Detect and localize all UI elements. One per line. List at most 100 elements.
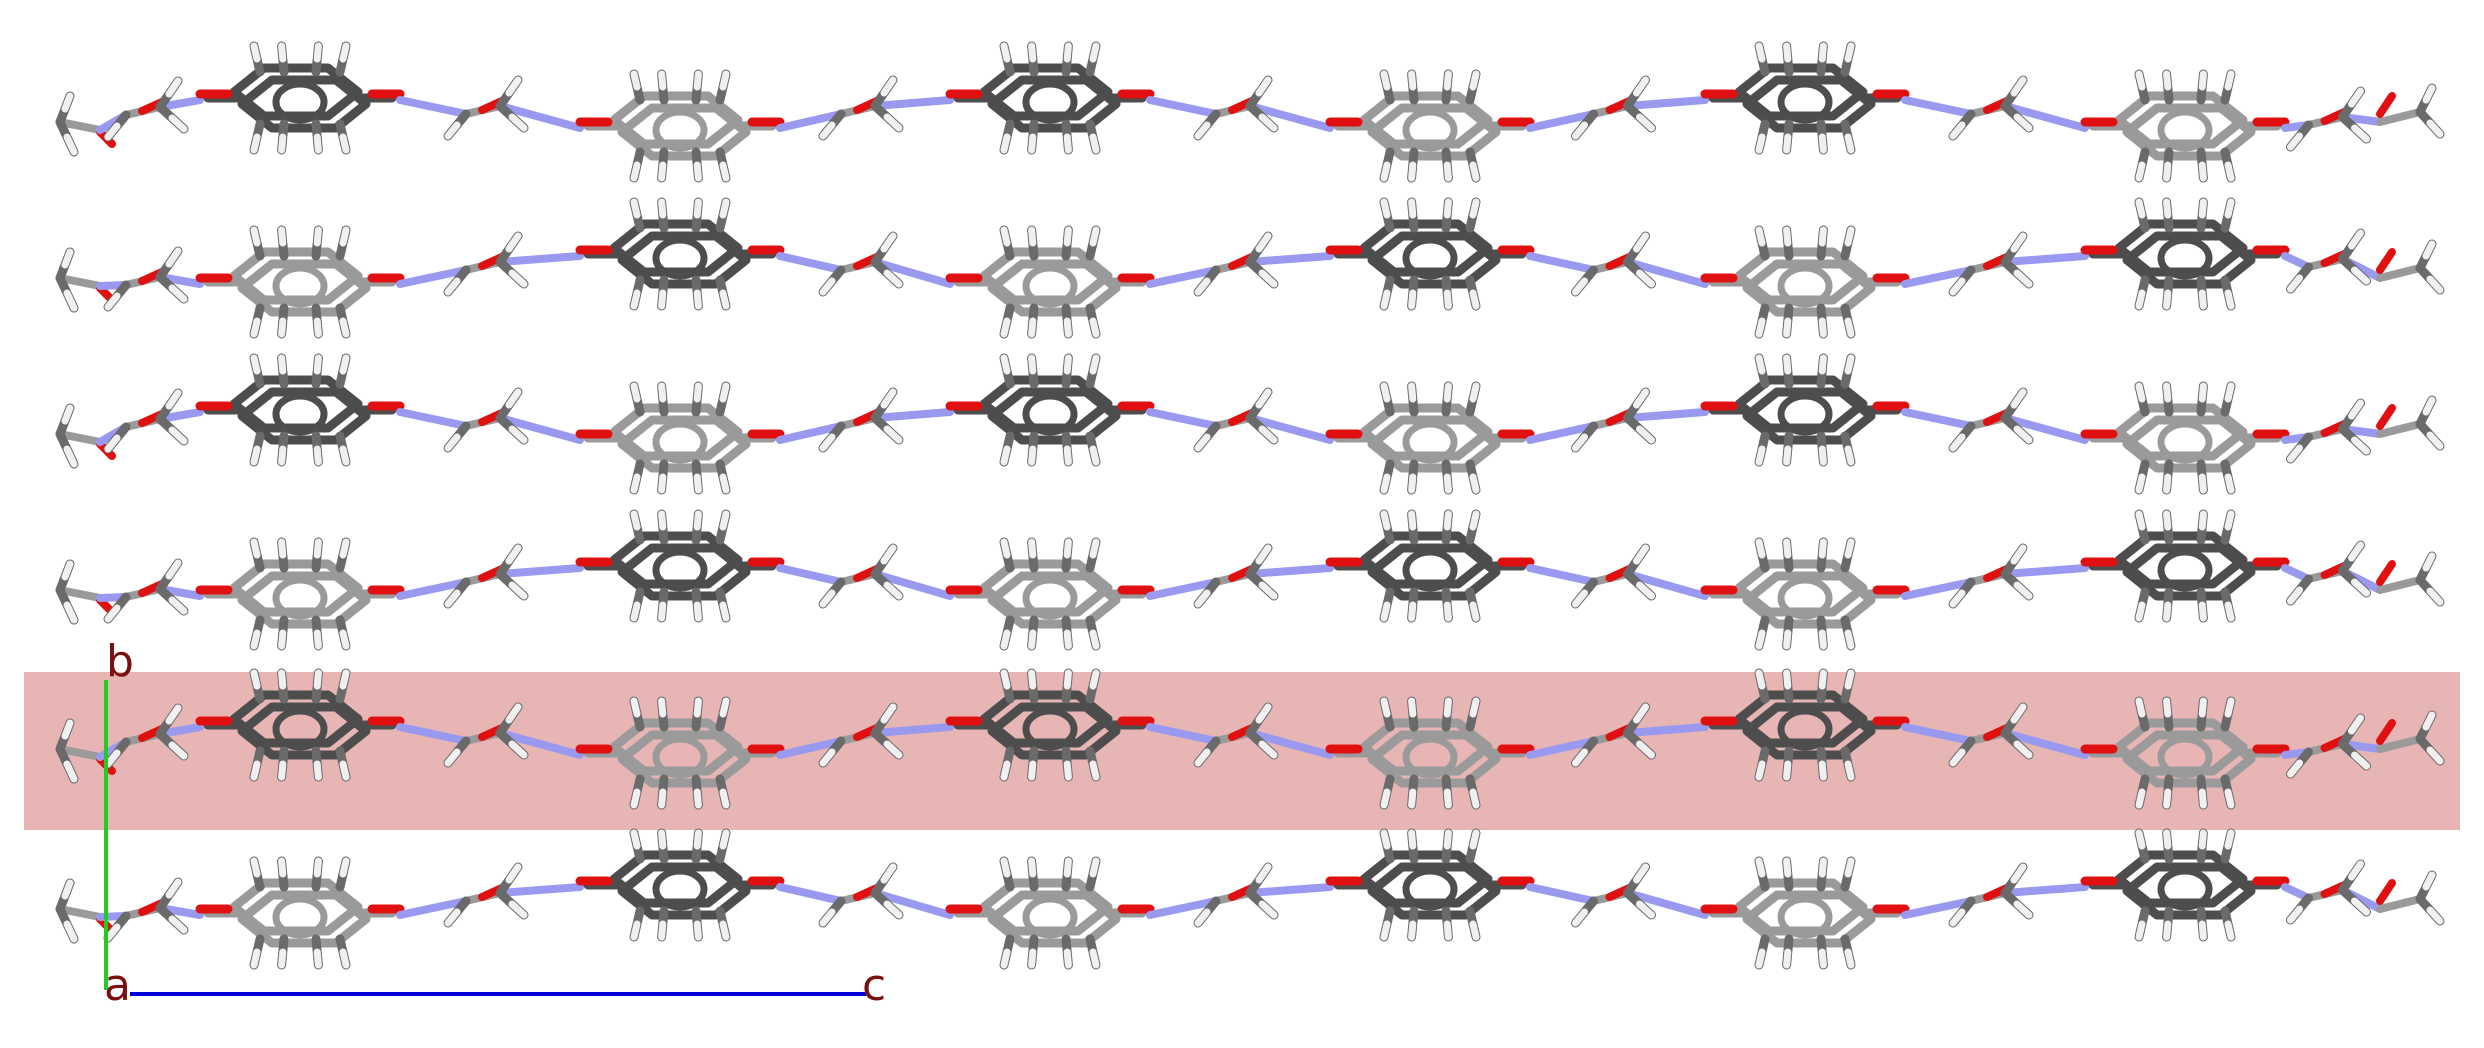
- hydrogen: [2013, 740, 2033, 759]
- inner-ring: [272, 576, 328, 620]
- hydrogen: [1000, 760, 1011, 781]
- hydrogen: [2224, 473, 2235, 494]
- linker-fragment: [396, 75, 584, 141]
- hydrogen: [250, 948, 261, 969]
- inner-ring: [2157, 735, 2213, 779]
- bond: [2001, 252, 2089, 266]
- hydrogen: [1469, 601, 1480, 622]
- linker-fragment: [1901, 387, 2089, 453]
- linker-fragment: [1146, 231, 1334, 297]
- hydrogen: [1755, 857, 1766, 878]
- bond: [2001, 414, 2089, 444]
- hydrogen: [2348, 399, 2364, 420]
- hydrogen: [880, 388, 897, 409]
- hydrogen: [1194, 748, 1211, 767]
- hydrogen: [1469, 198, 1480, 219]
- hydrogen: [1194, 121, 1211, 140]
- aromatic-unit: [945, 537, 1155, 651]
- hydrogen: [2163, 473, 2172, 494]
- hydrogen: [658, 510, 667, 531]
- hydrogen: [278, 857, 287, 878]
- hydrogen: [1636, 900, 1655, 919]
- hydrogen: [1000, 445, 1011, 466]
- hydrogen: [250, 445, 261, 466]
- hydrogen: [250, 857, 261, 878]
- linker-fragment: [396, 543, 584, 609]
- hydrogen: [1000, 354, 1011, 375]
- bond: [2376, 735, 2424, 753]
- hydrogen: [1844, 669, 1855, 690]
- hydrogen: [1755, 948, 1766, 969]
- aromatic-unit: [945, 856, 1155, 970]
- hydrogen: [880, 232, 897, 253]
- ring: [2122, 415, 2256, 473]
- hydrogen: [313, 629, 322, 650]
- hydrogen: [1636, 269, 1655, 288]
- linker-fragment: [776, 387, 954, 453]
- hydrogen: [2198, 161, 2207, 182]
- hydrogen: [278, 354, 287, 375]
- bond: [1901, 408, 1975, 430]
- hydrogen: [165, 247, 182, 268]
- hydrogen: [2224, 788, 2235, 809]
- hydrogen: [339, 538, 350, 559]
- bond: [156, 408, 204, 423]
- hydrogen: [1028, 42, 1037, 63]
- hydrogen: [1408, 473, 1417, 494]
- ring: [1367, 862, 1501, 920]
- bond: [1146, 897, 1220, 919]
- hydrogen: [339, 354, 350, 375]
- aromatic-unit: [195, 668, 405, 782]
- aromatic-unit: [2080, 828, 2290, 942]
- hydrogen: [1633, 388, 1649, 409]
- hydrogen: [2351, 751, 2370, 770]
- hydrogen: [2198, 70, 2207, 91]
- linker-fragment: [1526, 75, 1709, 141]
- bond: [396, 897, 470, 919]
- hydrogen: [63, 601, 78, 624]
- hydrogen: [168, 426, 188, 445]
- bond: [56, 430, 104, 446]
- hydrogen: [1783, 760, 1792, 781]
- hydrogen: [444, 908, 461, 927]
- hydrogen: [2135, 198, 2146, 219]
- hydrogen: [2010, 76, 2027, 97]
- hydrogen: [719, 289, 730, 310]
- hydrogen: [2426, 431, 2444, 450]
- hydrogen: [1089, 760, 1100, 781]
- bond: [2376, 264, 2424, 282]
- hydrogen: [1844, 948, 1855, 969]
- hydrogen: [658, 829, 667, 850]
- aromatic-unit: [575, 828, 785, 942]
- hydrogen: [2351, 578, 2370, 597]
- hydrogen: [1380, 289, 1391, 310]
- aromatic-unit: [1700, 856, 1910, 970]
- hydrogen: [250, 669, 261, 690]
- hydrogen: [444, 433, 461, 452]
- hydrogen: [1469, 510, 1480, 531]
- hydrogen: [313, 857, 322, 878]
- linker-fragment: [396, 862, 584, 928]
- hydrogen: [2224, 697, 2235, 718]
- aromatic-unit: [575, 381, 785, 495]
- hydrogen: [1818, 538, 1827, 559]
- hydrogen: [1755, 133, 1766, 154]
- hydrogen: [1258, 581, 1278, 600]
- hydrogen: [2348, 87, 2364, 108]
- hydrogen: [313, 42, 322, 63]
- hydrogen: [2198, 697, 2207, 718]
- hydrogen: [505, 544, 522, 565]
- ring: [237, 75, 371, 133]
- linker-fragment: [1146, 702, 1334, 768]
- hydrogen: [1633, 232, 1649, 253]
- inner-ring: [1022, 264, 1078, 308]
- hydrogen: [658, 198, 667, 219]
- linker-fragment: [1901, 862, 2089, 928]
- hydrogen: [1258, 740, 1278, 759]
- bond: [2001, 729, 2089, 759]
- hydrogen: [2198, 198, 2207, 219]
- hydrogen: [278, 538, 287, 559]
- hydrogen: [1844, 445, 1855, 466]
- bond: [776, 252, 845, 274]
- hydrogen: [630, 161, 641, 182]
